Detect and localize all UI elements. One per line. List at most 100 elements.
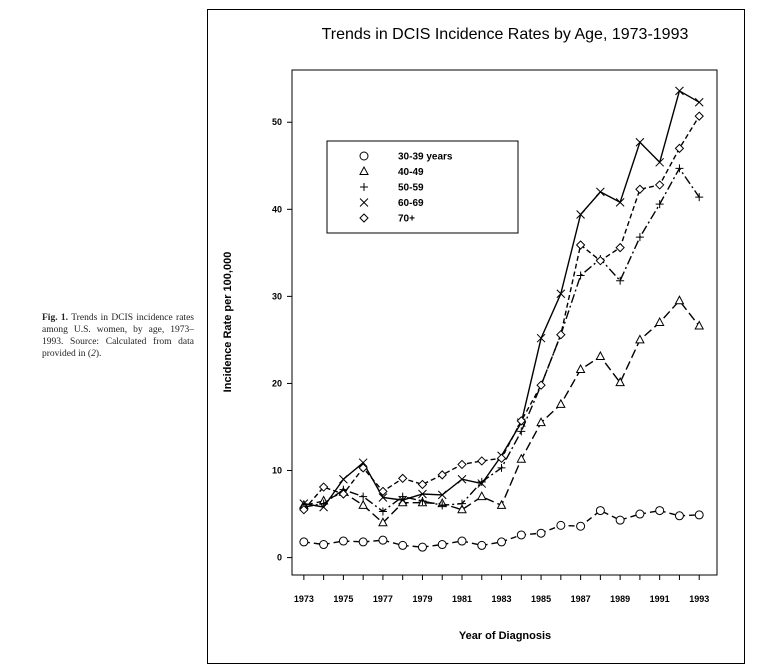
- data-point: [299, 504, 309, 515]
- x-axis-title: Year of Diagnosis: [459, 630, 551, 642]
- data-point: [477, 477, 486, 486]
- data-point: [615, 242, 625, 253]
- y-axis-title: Incidence Rate per 100,000: [222, 252, 234, 393]
- data-point: [556, 398, 566, 408]
- series-diamond: [299, 111, 704, 515]
- x-tick-label: 1989: [610, 594, 630, 604]
- data-point: [556, 329, 566, 340]
- data-point: [457, 474, 467, 484]
- data-point: [359, 165, 369, 175]
- caption-ref: 2: [91, 349, 96, 359]
- data-point: [674, 295, 685, 305]
- data-point: [695, 193, 704, 202]
- data-point: [359, 151, 369, 161]
- data-point: [576, 521, 586, 531]
- data-point: [635, 334, 645, 344]
- data-point: [418, 489, 427, 499]
- data-point: [675, 164, 684, 173]
- data-point: [378, 486, 388, 497]
- legend: 30-39 years 40-49 50-59 60-69 70+: [326, 140, 519, 234]
- data-point: [398, 495, 408, 505]
- data-point: [497, 537, 507, 547]
- y-axis: 0 10 20 30 40 50: [272, 117, 292, 563]
- data-point: [536, 417, 546, 427]
- data-point: [358, 499, 368, 509]
- data-point: [438, 501, 447, 510]
- data-point: [338, 536, 348, 546]
- data-point: [576, 271, 585, 280]
- data-point: [595, 255, 606, 266]
- data-point: [536, 380, 546, 390]
- data-point: [674, 143, 685, 154]
- x-tick-label: 1977: [373, 594, 393, 604]
- plot-area: [291, 69, 718, 576]
- data-point: [556, 520, 566, 530]
- data-point: [319, 540, 329, 550]
- data-point: [360, 183, 368, 191]
- data-point: [536, 333, 546, 343]
- data-point: [457, 459, 467, 470]
- data-point: [457, 504, 467, 514]
- data-point: [476, 491, 487, 501]
- data-point: [595, 350, 606, 360]
- data-point: [338, 489, 349, 499]
- data-point: [694, 320, 705, 330]
- data-point: [575, 363, 586, 374]
- series-triangle: [299, 295, 705, 527]
- data-point: [674, 511, 684, 521]
- data-point: [635, 137, 645, 147]
- caption-text: Trends in DCIS incidence rates among U.S…: [42, 313, 194, 359]
- data-point: [596, 187, 605, 197]
- data-point: [458, 499, 466, 508]
- data-point: [457, 536, 467, 546]
- data-point: [358, 537, 368, 547]
- y-tick-label: 20: [272, 378, 282, 388]
- x-tick-label: 1979: [412, 594, 432, 604]
- data-point: [575, 240, 586, 250]
- data-point: [378, 517, 388, 527]
- series-line: [303, 299, 700, 524]
- data-point: [359, 492, 368, 501]
- data-point: [655, 506, 665, 516]
- data-point: [655, 157, 665, 167]
- data-point: [517, 427, 526, 436]
- data-point: [378, 535, 388, 545]
- data-point: [635, 233, 644, 242]
- data-point: [694, 510, 704, 520]
- x-tick-label: 1993: [689, 594, 709, 604]
- data-point: [655, 200, 664, 209]
- y-tick-label: 40: [272, 204, 282, 214]
- x-tick-label: 1975: [333, 594, 353, 604]
- data-point: [358, 458, 368, 468]
- data-point: [398, 540, 408, 550]
- data-point: [595, 506, 605, 516]
- legend-label: 50-59: [398, 183, 424, 194]
- y-tick-label: 0: [277, 553, 282, 563]
- data-point: [437, 490, 447, 500]
- y-tick-label: 10: [272, 466, 282, 476]
- y-tick-label: 30: [272, 291, 282, 301]
- data-point: [635, 184, 645, 194]
- data-point: [319, 502, 328, 512]
- data-point: [615, 197, 625, 207]
- x-axis: 1973 1975 1977 1979 1981 1983 1985 1987 1989 1991…: [294, 575, 709, 604]
- data-point: [418, 496, 427, 505]
- legend-label: 70+: [398, 214, 415, 225]
- data-point: [299, 537, 309, 547]
- legend-label: 30-39 years: [398, 152, 453, 163]
- data-point: [477, 456, 487, 466]
- data-point: [694, 111, 704, 121]
- data-point: [497, 463, 506, 472]
- x-tick-label: 1983: [492, 594, 512, 604]
- x-tick-label: 1991: [650, 594, 670, 604]
- data-point: [496, 453, 507, 464]
- data-point: [516, 530, 526, 540]
- data-point: [359, 213, 369, 223]
- data-point: [536, 528, 546, 538]
- data-point: [417, 542, 427, 552]
- data-point: [635, 509, 645, 519]
- legend-box: [326, 140, 519, 234]
- x-tick-label: 1987: [571, 594, 591, 604]
- data-point: [437, 470, 447, 480]
